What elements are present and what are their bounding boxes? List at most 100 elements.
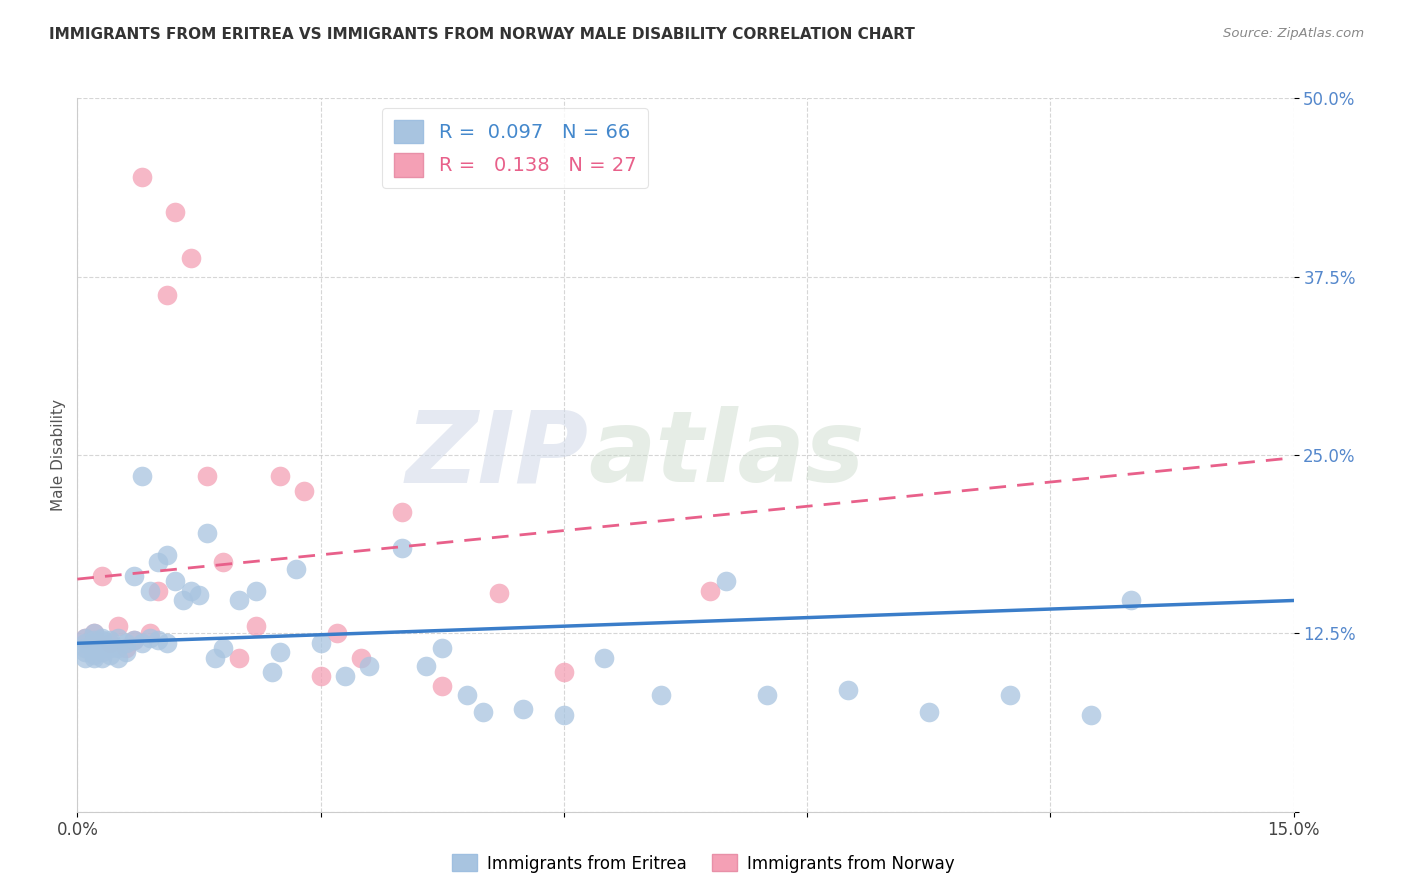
Point	[163, 205, 186, 219]
Point	[75, 645, 97, 659]
Point	[350, 650, 373, 665]
Point	[391, 541, 413, 555]
Point	[245, 619, 267, 633]
Point	[98, 636, 121, 650]
Point	[309, 636, 332, 650]
Point	[131, 636, 153, 650]
Text: ZIP: ZIP	[405, 407, 588, 503]
Point	[195, 526, 218, 541]
Point	[107, 640, 129, 655]
Point	[131, 169, 153, 184]
Point	[245, 583, 267, 598]
Text: atlas: atlas	[588, 407, 865, 503]
Point	[1121, 593, 1143, 607]
Point	[90, 633, 112, 648]
Text: Source: ZipAtlas.com: Source: ZipAtlas.com	[1223, 27, 1364, 40]
Point	[75, 650, 97, 665]
Point	[90, 650, 112, 665]
Point	[553, 665, 575, 679]
Point	[75, 636, 97, 650]
Point	[148, 583, 170, 598]
Point	[326, 626, 349, 640]
Point	[90, 636, 112, 650]
Point	[650, 688, 672, 702]
Point	[391, 505, 413, 519]
Point	[107, 631, 129, 645]
Point	[553, 707, 575, 722]
Point	[430, 679, 453, 693]
Point	[212, 640, 235, 655]
Point	[488, 586, 510, 600]
Point	[107, 619, 129, 633]
Point	[115, 640, 138, 655]
Point	[83, 633, 105, 648]
Point	[122, 633, 145, 648]
Point	[90, 640, 112, 655]
Point	[456, 688, 478, 702]
Point	[155, 288, 177, 302]
Legend: Immigrants from Eritrea, Immigrants from Norway: Immigrants from Eritrea, Immigrants from…	[446, 847, 960, 880]
Point	[75, 631, 97, 645]
Point	[359, 659, 381, 673]
Point	[122, 633, 145, 648]
Point	[918, 705, 941, 719]
Point	[512, 702, 534, 716]
Point	[172, 593, 194, 607]
Point	[309, 669, 332, 683]
Point	[163, 574, 186, 588]
Point	[90, 645, 112, 659]
Point	[90, 631, 112, 645]
Point	[98, 648, 121, 662]
Legend: R =  0.097   N = 66, R =   0.138   N = 27: R = 0.097 N = 66, R = 0.138 N = 27	[382, 108, 648, 188]
Point	[83, 636, 105, 650]
Point	[714, 574, 737, 588]
Point	[98, 633, 121, 648]
Point	[139, 626, 162, 640]
Point	[212, 555, 235, 569]
Point	[292, 483, 315, 498]
Point	[269, 645, 291, 659]
Y-axis label: Male Disability: Male Disability	[51, 399, 66, 511]
Point	[148, 633, 170, 648]
Point	[333, 669, 356, 683]
Point	[180, 583, 202, 598]
Point	[139, 583, 162, 598]
Point	[260, 665, 283, 679]
Point	[228, 650, 250, 665]
Text: IMMIGRANTS FROM ERITREA VS IMMIGRANTS FROM NORWAY MALE DISABILITY CORRELATION CH: IMMIGRANTS FROM ERITREA VS IMMIGRANTS FR…	[49, 27, 915, 42]
Point	[75, 631, 97, 645]
Point	[1080, 707, 1102, 722]
Point	[83, 626, 105, 640]
Point	[228, 593, 250, 607]
Point	[755, 688, 778, 702]
Point	[471, 705, 494, 719]
Point	[139, 631, 162, 645]
Point	[285, 562, 308, 576]
Point	[122, 569, 145, 583]
Point	[98, 640, 121, 655]
Point	[269, 469, 291, 483]
Point	[115, 636, 138, 650]
Point	[430, 640, 453, 655]
Point	[131, 469, 153, 483]
Point	[180, 251, 202, 265]
Point	[83, 640, 105, 655]
Point	[83, 626, 105, 640]
Point	[155, 636, 177, 650]
Point	[115, 645, 138, 659]
Point	[155, 548, 177, 562]
Point	[204, 650, 226, 665]
Point	[148, 555, 170, 569]
Point	[188, 588, 211, 602]
Point	[83, 650, 105, 665]
Point	[90, 569, 112, 583]
Point	[593, 650, 616, 665]
Point	[75, 640, 97, 655]
Point	[837, 683, 859, 698]
Point	[195, 469, 218, 483]
Point	[998, 688, 1021, 702]
Point	[415, 659, 437, 673]
Point	[83, 648, 105, 662]
Point	[107, 650, 129, 665]
Point	[699, 583, 721, 598]
